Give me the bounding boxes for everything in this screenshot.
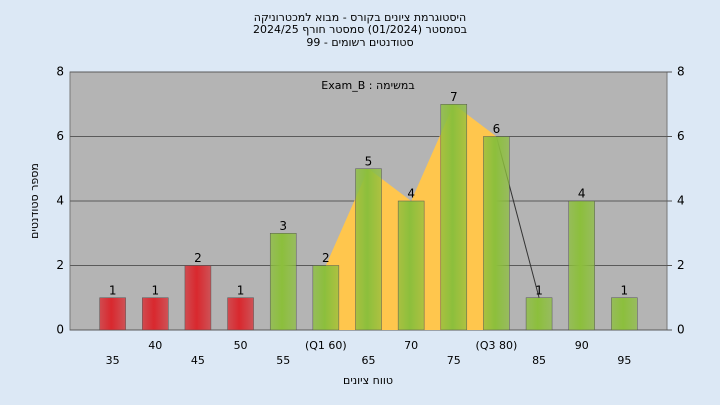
x-tick-label: 65 <box>362 354 376 367</box>
bar <box>611 297 638 331</box>
data-label: 4 <box>407 187 415 201</box>
chart-subtitle: בסמסטר (01/2024) סמסטר חורף 2024/25 <box>253 23 467 36</box>
y-axis-label: מספר סטודנטים <box>28 163 41 239</box>
y-tick-label: 0 <box>56 323 64 337</box>
y2-tick-label: 4 <box>677 194 685 208</box>
data-label: 2 <box>194 251 202 265</box>
x-tick-label: 95 <box>617 354 631 367</box>
x-tick-label: 75 <box>447 354 461 367</box>
bar <box>355 168 382 331</box>
annotation: במשימה : Exam_B <box>321 79 414 92</box>
x-tick-label: (Q3 80) <box>476 339 518 352</box>
x-tick-label: 85 <box>532 354 546 367</box>
bar <box>440 104 468 331</box>
bar <box>312 265 340 331</box>
data-label: 6 <box>493 122 501 136</box>
data-label: 5 <box>365 154 373 168</box>
x-tick-label: 40 <box>148 339 162 352</box>
y2-tick-label: 8 <box>677 65 685 79</box>
bar <box>269 233 297 331</box>
bar <box>483 136 510 331</box>
bar <box>99 297 126 331</box>
data-label: 1 <box>237 283 245 297</box>
x-tick-label: (Q1 60) <box>305 339 347 352</box>
x-tick-label: 45 <box>191 354 205 367</box>
x-axis-label: טווח ציונים <box>343 374 393 387</box>
y2-tick-label: 0 <box>677 323 685 337</box>
x-tick-label: 35 <box>106 354 120 367</box>
bar <box>568 200 595 331</box>
x-tick-label: 55 <box>276 354 290 367</box>
y-tick-label: 2 <box>56 258 64 272</box>
y2-tick-label: 2 <box>677 258 685 272</box>
y-tick-label: 4 <box>56 194 64 208</box>
bar <box>227 297 254 331</box>
y2-tick-label: 6 <box>677 129 685 143</box>
y-tick-label: 8 <box>56 65 64 79</box>
data-label: 1 <box>151 283 159 297</box>
bar <box>397 200 425 331</box>
data-label: 2 <box>322 251 330 265</box>
data-label: 1 <box>535 283 543 297</box>
x-tick-label: 90 <box>575 339 589 352</box>
x-tick-label: 50 <box>234 339 248 352</box>
bar <box>184 265 212 331</box>
data-label: 1 <box>109 283 117 297</box>
bar <box>142 297 169 331</box>
chart-subtitle: סטודנטים רשומים - 99 <box>306 36 413 49</box>
x-tick-label: 70 <box>404 339 418 352</box>
data-label: 3 <box>279 219 287 233</box>
chart-title: היסטוגרמת ציונים בקורס - מבוא למכטרוניקה <box>254 11 466 24</box>
data-label: 1 <box>621 283 629 297</box>
data-label: 4 <box>578 187 586 201</box>
data-label: 7 <box>450 90 458 104</box>
y-tick-label: 6 <box>56 129 64 143</box>
bar <box>525 297 553 331</box>
